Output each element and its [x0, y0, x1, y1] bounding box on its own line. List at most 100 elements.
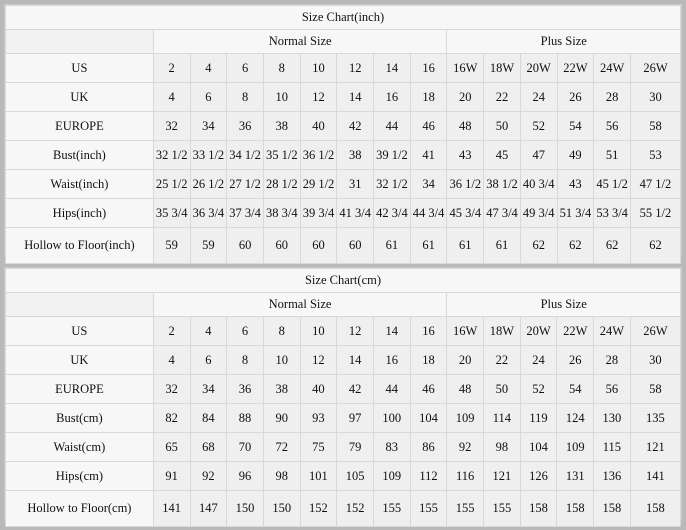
row-value: 135	[629, 403, 682, 433]
row-value: 41	[409, 140, 448, 170]
row-value: 27 1/2	[226, 169, 264, 199]
row-value: 10	[299, 316, 338, 346]
row-value: 101	[299, 461, 338, 491]
row-value: 18	[409, 345, 448, 375]
row-label: Bust(inch)	[5, 140, 154, 170]
table-row: EUROPE 32 34 36 38 40 42 44 46 48 50 52 54 56 58	[5, 374, 682, 404]
row-value: 60	[299, 227, 338, 264]
row-value: 43	[446, 140, 485, 170]
row-value: 4	[189, 316, 228, 346]
row-value: 44	[373, 111, 411, 141]
row-value: 155	[372, 490, 411, 527]
row-value: 43	[556, 169, 595, 199]
row-value: 26	[556, 82, 595, 112]
row-label: Bust(cm)	[5, 403, 154, 433]
row-value: 34	[409, 169, 448, 199]
row-label: US	[5, 53, 154, 83]
row-value: 98	[483, 432, 521, 462]
row-value: 8	[226, 345, 264, 375]
row-label: UK	[5, 82, 154, 112]
row-value: 48	[446, 374, 484, 404]
row-value: 40	[299, 374, 338, 404]
row-value: 158	[629, 490, 682, 527]
group-header-row: Normal Size Plus Size	[5, 29, 681, 54]
row-value: 31	[336, 169, 375, 199]
row-value: 12	[336, 53, 375, 83]
row-value: 119	[519, 403, 558, 433]
row-value: 37 3/4	[226, 198, 264, 228]
row-value: 38	[336, 140, 375, 170]
row-value: 47	[519, 140, 558, 170]
row-value: 18W	[483, 316, 521, 346]
row-value: 158	[556, 490, 595, 527]
row-value: 12	[299, 82, 338, 112]
row-value: 86	[409, 432, 448, 462]
table-row: Hollow to Floor(cm) 141 147 150 150 152 152 155…	[5, 490, 682, 527]
row-value: 59	[189, 227, 228, 264]
row-value: 28	[593, 345, 631, 375]
row-value: 91	[152, 461, 191, 491]
row-label: EUROPE	[5, 374, 154, 404]
row-value: 20W	[519, 316, 558, 346]
row-value: 116	[446, 461, 484, 491]
row-value: 2	[152, 316, 191, 346]
row-value: 112	[409, 461, 448, 491]
row-value: 36	[226, 374, 264, 404]
row-value: 46	[409, 374, 448, 404]
row-value: 32 1/2	[373, 169, 411, 199]
row-value: 6	[226, 316, 264, 346]
row-label: EUROPE	[5, 111, 154, 141]
row-value: 68	[189, 432, 228, 462]
row-value: 16	[372, 345, 411, 375]
row-value: 121	[629, 432, 682, 462]
chart-title: Size Chart(inch)	[5, 5, 681, 30]
row-value: 30	[629, 82, 682, 112]
row-value: 147	[189, 490, 228, 527]
row-value: 105	[336, 461, 374, 491]
row-value: 28 1/2	[262, 169, 301, 199]
table-row: Bust(cm) 82 84 88 90 93 97 100 104 109 114 119 124 13…	[5, 403, 682, 433]
row-value: 26 1/2	[189, 169, 228, 199]
row-value: 104	[519, 432, 558, 462]
row-value: 49	[556, 140, 595, 170]
row-label: Hollow to Floor(cm)	[5, 490, 154, 527]
row-value: 16	[409, 53, 448, 83]
row-value: 16W	[446, 316, 484, 346]
row-value: 141	[152, 490, 191, 527]
row-value: 58	[629, 374, 682, 404]
row-value: 61	[409, 227, 448, 264]
size-chart-inch-table: Size Chart(inch) Normal Size Plus Size US 2 4…	[5, 5, 682, 264]
row-label: Hips(cm)	[5, 461, 154, 491]
table-row: Hips(cm) 91 92 96 98 101 105 109 112 116 121 126 131…	[5, 461, 682, 491]
table-row: Hollow to Floor(inch) 59 59 60 60 60 60 61 61 61 6…	[5, 227, 682, 264]
row-value: 62	[629, 227, 682, 264]
row-label: Hips(inch)	[5, 198, 154, 228]
row-value: 141	[629, 461, 682, 491]
row-value: 45 3/4	[446, 198, 485, 228]
row-value: 10	[262, 345, 301, 375]
row-value: 109	[372, 461, 411, 491]
row-value: 24	[519, 82, 558, 112]
row-value: 96	[226, 461, 264, 491]
row-value: 131	[556, 461, 595, 491]
row-value: 155	[446, 490, 484, 527]
row-value: 26W	[629, 316, 682, 346]
row-value: 61	[373, 227, 411, 264]
chart-title-row: Size Chart(inch)	[5, 5, 681, 30]
row-value: 98	[262, 461, 301, 491]
row-value: 47 3/4	[483, 198, 521, 228]
row-value: 8	[262, 53, 301, 83]
row-value: 38	[262, 374, 301, 404]
row-value: 14	[373, 53, 411, 83]
row-value: 158	[519, 490, 558, 527]
row-value: 50	[483, 374, 521, 404]
row-value: 47 1/2	[629, 169, 682, 199]
table-row: UK 4 6 8 10 12 14 16 18 20 22 24 26 28 30	[5, 345, 682, 375]
row-value: 62	[519, 227, 558, 264]
row-value: 104	[409, 403, 448, 433]
row-value: 84	[189, 403, 228, 433]
row-value: 8	[262, 316, 301, 346]
row-value: 36 1/2	[299, 140, 338, 170]
row-value: 83	[372, 432, 411, 462]
